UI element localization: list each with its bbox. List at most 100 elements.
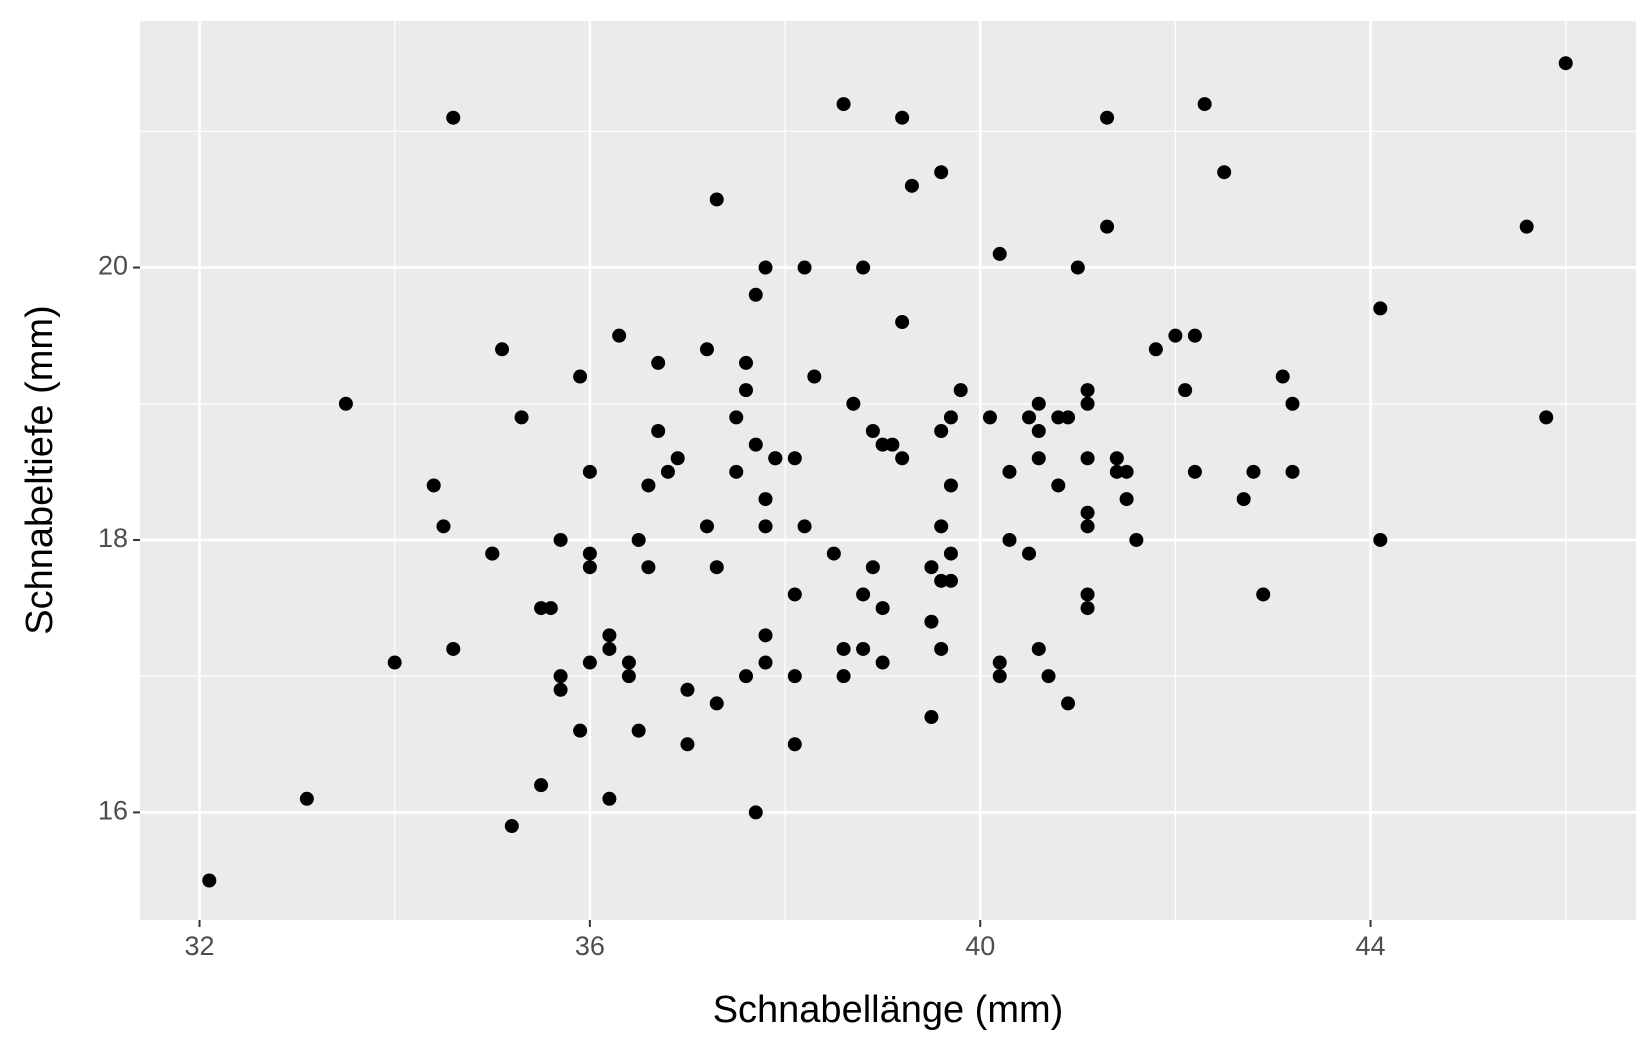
point bbox=[885, 437, 900, 452]
point bbox=[904, 178, 919, 193]
x-tick-label: 36 bbox=[575, 931, 605, 961]
point bbox=[1002, 464, 1017, 479]
point bbox=[602, 641, 617, 656]
point bbox=[1080, 383, 1095, 398]
point bbox=[670, 451, 685, 466]
point bbox=[1178, 383, 1193, 398]
point bbox=[1002, 532, 1017, 547]
point bbox=[1051, 478, 1066, 493]
point bbox=[865, 560, 880, 575]
point bbox=[729, 410, 744, 425]
point bbox=[680, 737, 695, 752]
point bbox=[924, 710, 939, 725]
point bbox=[709, 560, 724, 575]
point bbox=[553, 669, 568, 684]
point bbox=[1061, 696, 1076, 711]
point bbox=[1100, 219, 1115, 234]
point bbox=[1022, 410, 1037, 425]
y-axis-title: Schnabeltiefe (mm) bbox=[19, 305, 61, 634]
point bbox=[1558, 56, 1573, 71]
point bbox=[758, 519, 773, 534]
point bbox=[934, 641, 949, 656]
point bbox=[934, 165, 949, 180]
point bbox=[1119, 464, 1134, 479]
point bbox=[1246, 464, 1261, 479]
point bbox=[1285, 464, 1300, 479]
point bbox=[934, 573, 949, 588]
point bbox=[895, 110, 910, 125]
point bbox=[856, 260, 871, 275]
point bbox=[1080, 396, 1095, 411]
point bbox=[553, 682, 568, 697]
point bbox=[485, 546, 500, 561]
point bbox=[495, 342, 510, 357]
point bbox=[1100, 110, 1115, 125]
point bbox=[856, 587, 871, 602]
point bbox=[836, 97, 851, 112]
point bbox=[1129, 532, 1144, 547]
point bbox=[553, 532, 568, 547]
point bbox=[1373, 301, 1388, 316]
point bbox=[1080, 519, 1095, 534]
point bbox=[1236, 492, 1251, 507]
y-tick-label: 16 bbox=[98, 796, 128, 826]
point bbox=[582, 546, 597, 561]
point bbox=[1080, 601, 1095, 616]
point bbox=[1051, 410, 1066, 425]
point bbox=[446, 110, 461, 125]
point bbox=[943, 478, 958, 493]
point bbox=[1373, 532, 1388, 547]
point bbox=[807, 369, 822, 384]
point bbox=[797, 519, 812, 534]
point bbox=[1197, 97, 1212, 112]
point bbox=[797, 260, 812, 275]
point bbox=[758, 655, 773, 670]
point bbox=[338, 396, 353, 411]
point bbox=[846, 396, 861, 411]
point bbox=[836, 669, 851, 684]
x-tick-label: 40 bbox=[965, 931, 995, 961]
point bbox=[1080, 505, 1095, 520]
point bbox=[573, 369, 588, 384]
point bbox=[621, 669, 636, 684]
point bbox=[1187, 328, 1202, 343]
point bbox=[660, 464, 675, 479]
y-tick-label: 18 bbox=[98, 523, 128, 553]
point bbox=[875, 437, 890, 452]
plot-panel bbox=[140, 21, 1636, 920]
point bbox=[582, 464, 597, 479]
point bbox=[826, 546, 841, 561]
x-tick-label: 44 bbox=[1356, 931, 1386, 961]
point bbox=[709, 696, 724, 711]
point bbox=[202, 873, 217, 888]
point bbox=[1080, 451, 1095, 466]
point bbox=[934, 519, 949, 534]
point bbox=[895, 451, 910, 466]
point bbox=[982, 410, 997, 425]
point bbox=[1217, 165, 1232, 180]
point bbox=[739, 383, 754, 398]
point bbox=[534, 601, 549, 616]
point bbox=[504, 819, 519, 834]
point bbox=[953, 383, 968, 398]
point bbox=[739, 355, 754, 370]
point bbox=[1519, 219, 1534, 234]
point bbox=[748, 805, 763, 820]
y-tick-label: 20 bbox=[98, 251, 128, 281]
point bbox=[924, 614, 939, 629]
point bbox=[631, 723, 646, 738]
point bbox=[768, 451, 783, 466]
point bbox=[1168, 328, 1183, 343]
point bbox=[1041, 669, 1056, 684]
point bbox=[1109, 464, 1124, 479]
point bbox=[543, 601, 558, 616]
point bbox=[943, 546, 958, 561]
point bbox=[573, 723, 588, 738]
point bbox=[641, 478, 656, 493]
point bbox=[1275, 369, 1290, 384]
point bbox=[1187, 464, 1202, 479]
point bbox=[436, 519, 451, 534]
point bbox=[1148, 342, 1163, 357]
point bbox=[534, 778, 549, 793]
